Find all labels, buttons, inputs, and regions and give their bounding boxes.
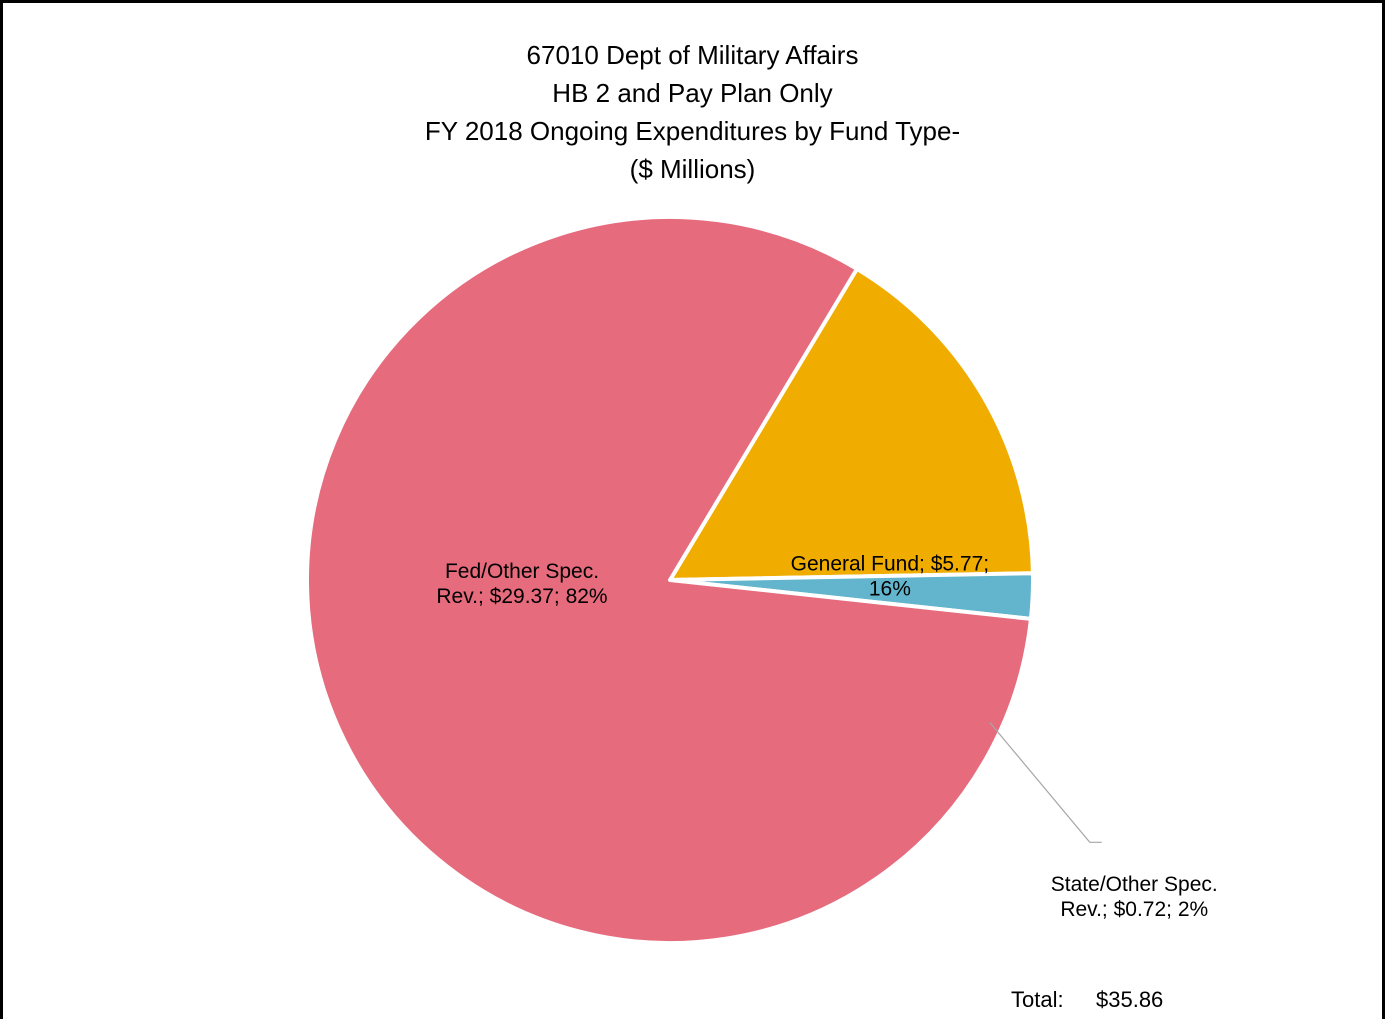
total-value: $35.86 xyxy=(1096,987,1164,1012)
chart-title-line-2: HB 2 and Pay Plan Only xyxy=(552,78,833,108)
data-label: General Fund; $5.77; 16% xyxy=(791,552,989,600)
chart-title-line-4: ($ Millions) xyxy=(629,154,756,184)
pie-slice-fed-other-spec-rev xyxy=(305,215,1033,945)
chart-title-line-3: FY 2018 Ongoing Expenditures by Fund Typ… xyxy=(424,116,961,146)
data-label: State/Other Spec. Rev.; $0.72; 2% xyxy=(1051,873,1218,921)
data-label: Fed/Other Spec. Rev.; $29.37; 82% xyxy=(436,560,607,608)
leader-line xyxy=(989,721,1102,843)
pie-slice-general-fund xyxy=(668,266,1035,582)
chart-title-line-1: 67010 Dept of Military Affairs xyxy=(526,40,859,70)
total-label: Total: xyxy=(1011,987,1064,1012)
